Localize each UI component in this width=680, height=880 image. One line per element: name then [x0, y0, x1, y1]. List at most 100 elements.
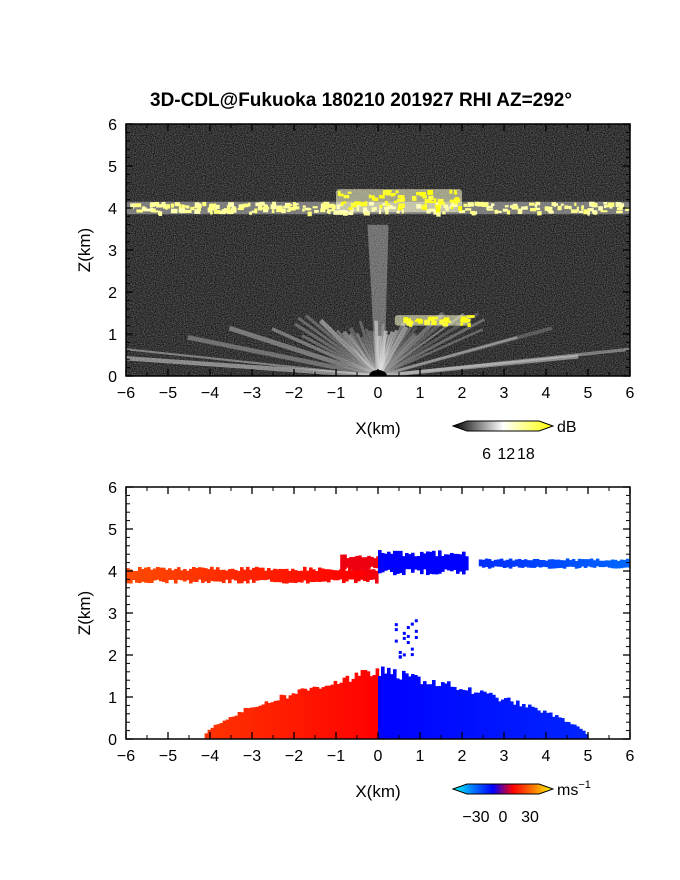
velocity-x-tick-label: 1 [416, 748, 425, 765]
velocity-echo-column [351, 678, 356, 739]
backscatter-echo-cell [258, 203, 265, 206]
backscatter-echo-cell [368, 194, 372, 199]
backscatter-echo-cell [487, 208, 494, 211]
velocity-echo-column [498, 701, 502, 739]
velocity-echo-column [562, 560, 567, 569]
backscatter-echo-cell [333, 210, 339, 215]
backscatter-echo-cell [323, 207, 327, 210]
velocity-echo-column [553, 559, 558, 569]
backscatter-echo-cell [211, 207, 215, 211]
backscatter-echo-cell [307, 211, 312, 217]
velocity-echo-column [346, 558, 350, 568]
backscatter-echo-cell [343, 194, 350, 199]
backscatter-echo-cell [427, 317, 435, 321]
backscatter-echo-cell [557, 205, 562, 211]
backscatter-echo-cell [255, 202, 260, 207]
velocity-echo-column [348, 566, 352, 580]
velocity-echo-column [393, 550, 397, 576]
velocity-echo-column [279, 568, 283, 583]
velocity-echo-cell [402, 653, 406, 657]
backscatter-echo-cell [616, 207, 623, 211]
velocity-echo-column [471, 693, 475, 739]
velocity-echo-column [306, 690, 311, 739]
backscatter-fan-ray [297, 316, 379, 376]
velocity-echo-column [372, 674, 377, 739]
backscatter-echo-cell [482, 204, 489, 207]
velocity-echo-column [546, 712, 550, 739]
backscatter-echo-cell [227, 209, 234, 215]
velocity-echo-column [165, 569, 169, 584]
velocity-echo-column [339, 682, 344, 739]
velocity-echo-column [222, 569, 226, 584]
velocity-echo-column [234, 715, 239, 739]
velocity-echo-column [309, 687, 314, 739]
backscatter-echo-cell [517, 208, 523, 213]
backscatter-y-tick-label: 0 [108, 369, 117, 386]
velocity-echo-column [261, 704, 266, 739]
backscatter-echo-cell [435, 207, 441, 213]
backscatter-echo-cell [364, 201, 368, 205]
velocity-echo-column [343, 554, 347, 570]
velocity-echo-column [574, 560, 579, 569]
velocity-y-tick-label: 6 [108, 480, 117, 497]
velocity-echo-column [435, 556, 439, 575]
velocity-echo-column [255, 706, 260, 739]
velocity-echo-column [420, 684, 424, 739]
velocity-echo-column [453, 687, 457, 739]
backscatter-echo-cell [449, 199, 457, 203]
velocity-echo-column [366, 567, 370, 582]
backscatter-plot-area [126, 124, 630, 376]
velocity-echo-column [324, 685, 329, 739]
velocity-echo-column [153, 568, 157, 581]
backscatter-x-tick-label: −3 [243, 385, 261, 402]
backscatter-echo-cell [431, 320, 436, 324]
backscatter-echo-cell [442, 211, 446, 215]
velocity-echo-column [459, 689, 463, 739]
velocity-echo-column [390, 553, 394, 573]
velocity-echo-column [342, 677, 347, 739]
backscatter-echo-cell [241, 204, 246, 208]
velocity-echo-column [351, 570, 355, 580]
backscatter-colorbar-unit: dB [557, 419, 577, 436]
backscatter-echo-cell [461, 316, 466, 321]
velocity-echo-column [243, 707, 248, 739]
backscatter-echo-cell [416, 191, 422, 196]
velocity-echo-column [246, 566, 250, 584]
backscatter-echo-cell [249, 211, 253, 215]
backscatter-echo-cell [397, 195, 405, 199]
backscatter-echo-cell [322, 204, 330, 208]
backscatter-echo-cell [433, 198, 437, 204]
velocity-echo-column [228, 569, 232, 584]
backscatter-echo-cell [603, 204, 607, 209]
velocity-echo-column [273, 700, 278, 739]
backscatter-echo-cell [271, 209, 275, 214]
velocity-y-tick-label: 1 [108, 690, 117, 707]
velocity-echo-column [174, 568, 178, 584]
velocity-echo-column [252, 567, 256, 583]
backscatter-echo-cell [477, 201, 484, 207]
velocity-echo-column [375, 570, 379, 584]
velocity-echo-column [171, 570, 175, 580]
backscatter-echo-cell [354, 201, 361, 205]
velocity-echo-column [210, 566, 214, 582]
backscatter-echo-cell [551, 203, 558, 206]
velocity-echo-column [363, 670, 368, 739]
velocity-echo-column [517, 558, 522, 568]
velocity-echo-column [315, 570, 319, 582]
backscatter-fan-ray [294, 322, 379, 376]
velocity-echo-column [411, 674, 415, 739]
velocity-echo-column [147, 567, 151, 584]
velocity-echo-column [150, 569, 154, 584]
backscatter-echo-cell [272, 201, 276, 205]
velocity-echo-column [555, 715, 559, 739]
backscatter-echo-cell [512, 205, 519, 210]
colorbar-tick-label: 12 [497, 446, 515, 463]
velocity-echo-column [462, 551, 466, 575]
velocity-echo-column [535, 558, 540, 567]
backscatter-echo-cell [424, 319, 430, 325]
velocity-echo-column [312, 569, 316, 583]
velocity-echo-column [294, 570, 298, 584]
velocity-echo-column [186, 570, 190, 581]
backscatter-echo-cell [174, 202, 180, 207]
velocity-echo-column [519, 706, 523, 739]
